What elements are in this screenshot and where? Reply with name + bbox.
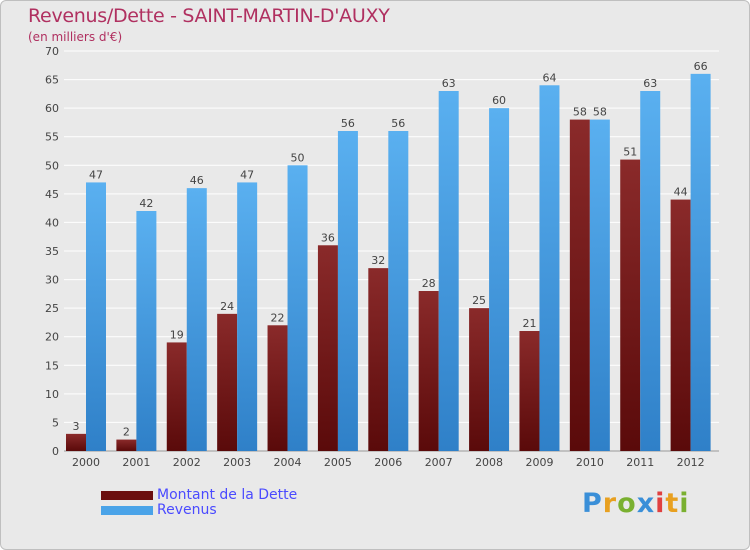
y-tick-label: 40 — [45, 216, 59, 229]
revenue-bar — [186, 188, 207, 451]
debt-bar — [519, 331, 540, 451]
data-label: 63 — [643, 77, 657, 90]
data-label: 64 — [542, 71, 556, 84]
y-tick-label: 5 — [52, 416, 59, 429]
debt-bar — [368, 268, 389, 451]
revenue-bar — [86, 182, 106, 451]
data-label: 51 — [623, 146, 637, 159]
x-tick-label: 2009 — [525, 456, 553, 469]
x-tick-label: 2010 — [576, 456, 604, 469]
y-axis-ticks: 0 5 10 15 20 25 30 35 40 45 50 55 60 65 70 — [45, 45, 59, 458]
revenue-bar — [337, 131, 358, 451]
y-tick-label: 15 — [45, 359, 59, 372]
x-tick-label: 2004 — [274, 456, 302, 469]
data-label: 63 — [442, 77, 456, 90]
revenue-bar — [287, 165, 308, 452]
data-label: 42 — [139, 197, 153, 210]
data-label: 21 — [522, 317, 536, 330]
legend-label-revenue: Revenus — [157, 502, 217, 518]
proxiti-logo: Proxiti — [582, 488, 690, 519]
bars — [66, 73, 711, 452]
debt-bar — [418, 291, 439, 451]
data-label: 24 — [220, 300, 234, 313]
data-label: 56 — [391, 117, 405, 130]
debt-bar — [66, 433, 86, 451]
data-label: 19 — [170, 328, 184, 341]
x-tick-label: 2002 — [173, 456, 201, 469]
data-label: 3 — [73, 420, 80, 433]
x-tick-label: 2005 — [324, 456, 352, 469]
y-tick-label: 25 — [45, 302, 59, 315]
debt-bar — [670, 199, 691, 451]
data-label: 47 — [240, 168, 254, 181]
x-tick-label: 2012 — [677, 456, 705, 469]
revenue-bar — [438, 91, 459, 451]
y-tick-label: 35 — [45, 245, 59, 258]
data-label: 56 — [341, 117, 355, 130]
data-label: 46 — [190, 174, 204, 187]
debt-bar — [317, 245, 338, 451]
data-label: 2 — [123, 426, 130, 439]
chart-title: Revenus/Dette - SAINT-MARTIN-D'AUXY — [28, 5, 390, 27]
debt-bar — [569, 119, 590, 452]
y-tick-label: 10 — [45, 388, 59, 401]
data-label: 36 — [321, 231, 335, 244]
data-label: 50 — [291, 151, 305, 164]
y-tick-label: 60 — [45, 102, 59, 115]
debt-bar — [166, 342, 187, 451]
x-tick-label: 2001 — [122, 456, 150, 469]
revenue-bar — [539, 85, 560, 452]
y-tick-label: 30 — [45, 274, 59, 287]
data-label: 58 — [573, 106, 587, 119]
legend-label-debt: Montant de la Dette — [157, 487, 298, 503]
legend-swatch-revenue — [101, 506, 153, 515]
revenue-bar — [640, 91, 661, 451]
revenue-bar — [489, 108, 510, 452]
x-tick-label: 2011 — [626, 456, 654, 469]
x-tick-label: 2008 — [475, 456, 503, 469]
data-label: 60 — [492, 94, 506, 107]
debt-bar — [217, 313, 238, 451]
x-axis-ticks: 2000 2001 2002 2003 2004 2005 2006 2007 2008 2009… — [72, 456, 705, 469]
debt-bar — [469, 308, 490, 451]
revenue-bar — [589, 119, 610, 452]
data-label: 32 — [371, 254, 385, 267]
revenue-bar — [237, 182, 258, 451]
y-tick-label: 65 — [45, 74, 59, 87]
data-label: 22 — [271, 311, 285, 324]
x-tick-label: 2003 — [223, 456, 251, 469]
x-tick-label: 2006 — [374, 456, 402, 469]
y-tick-label: 45 — [45, 188, 59, 201]
chart-subtitle: (en milliers d'€) — [28, 30, 123, 44]
y-tick-label: 0 — [52, 445, 59, 458]
revenue-bar — [690, 73, 711, 451]
revenue-bar — [136, 211, 157, 451]
data-label: 28 — [422, 277, 436, 290]
data-label: 44 — [674, 186, 688, 199]
data-labels: 3 47 2 42 19 46 24 47 22 50 36 56 32 56 28 63 25 60 21 64 58… — [73, 60, 708, 439]
x-tick-label: 2007 — [425, 456, 453, 469]
y-tick-label: 50 — [45, 159, 59, 172]
legend-swatch-debt — [101, 491, 153, 500]
y-tick-label: 20 — [45, 331, 59, 344]
y-tick-label: 55 — [45, 131, 59, 144]
data-label: 47 — [89, 168, 103, 181]
debt-bar — [620, 159, 641, 452]
x-tick-label: 2000 — [72, 456, 100, 469]
data-label: 58 — [593, 106, 607, 119]
debt-bar — [267, 325, 288, 451]
data-label: 25 — [472, 294, 486, 307]
revenue-bar — [388, 131, 409, 451]
data-label: 66 — [694, 60, 708, 73]
y-tick-label: 70 — [45, 45, 59, 58]
debt-bar — [116, 439, 137, 451]
